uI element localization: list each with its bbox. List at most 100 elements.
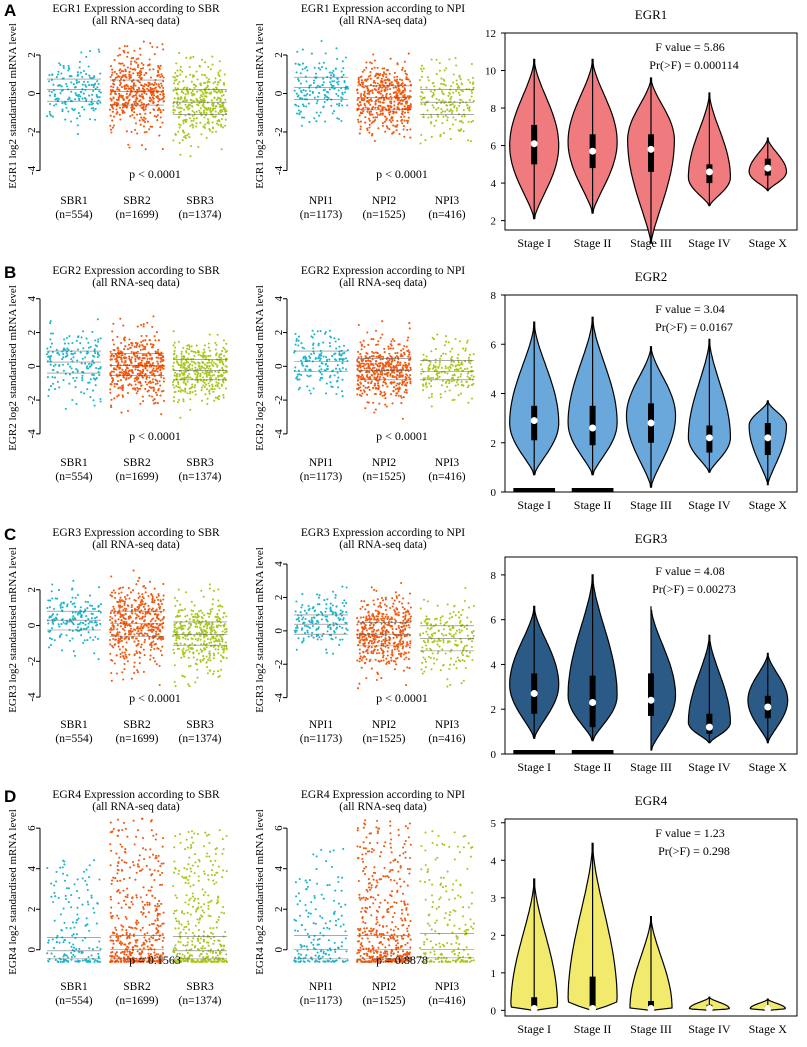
data-point: [153, 87, 156, 90]
data-point: [152, 389, 155, 392]
data-point: [359, 104, 362, 107]
data-point: [420, 90, 423, 93]
data-point: [215, 381, 218, 384]
data-point: [137, 381, 140, 384]
egr1-sbr-group-sbr3: [172, 52, 228, 158]
data-point: [179, 153, 182, 156]
data-point: [368, 119, 371, 122]
data-point: [90, 83, 93, 86]
data-point: [173, 629, 176, 632]
egr1-sbr-ylabel: EGR1 log2 standardised mRNA level: [7, 23, 19, 189]
data-point: [470, 95, 473, 98]
data-point: [440, 384, 444, 387]
data-point: [175, 62, 178, 65]
data-point: [121, 651, 124, 654]
data-point: [366, 370, 369, 374]
data-point: [373, 59, 376, 62]
egr1-violin-xlabel-3: Stage III: [630, 236, 672, 250]
data-point: [214, 348, 217, 351]
data-point: [373, 88, 376, 91]
data-point: [389, 393, 393, 396]
data-point: [94, 107, 97, 110]
data-point: [222, 381, 225, 384]
data-point: [208, 615, 211, 618]
data-point: [145, 334, 148, 337]
data-point: [145, 83, 148, 86]
data-point: [472, 353, 475, 356]
data-point: [89, 76, 92, 79]
data-point: [175, 356, 178, 359]
data-point: [144, 108, 147, 111]
data-point: [79, 615, 83, 618]
data-point: [211, 359, 214, 362]
data-point: [80, 362, 83, 365]
data-point: [72, 650, 75, 653]
data-point: [467, 139, 470, 142]
egr1-sbr-pvalue: p < 0.0001: [129, 167, 181, 181]
data-point: [174, 86, 177, 90]
data-point: [137, 362, 140, 365]
egr2-sbr-ytick-label: -4: [26, 429, 38, 439]
data-point: [301, 103, 305, 106]
data-point: [301, 364, 304, 367]
data-point: [122, 324, 125, 327]
data-point: [458, 104, 461, 107]
data-point: [130, 358, 133, 361]
data-point: [140, 643, 143, 646]
data-point: [381, 94, 384, 97]
data-point: [156, 350, 159, 354]
data-point: [139, 611, 142, 614]
data-point: [131, 636, 135, 639]
data-point: [212, 390, 215, 393]
data-point: [162, 608, 165, 611]
data-point: [221, 640, 224, 643]
data-point: [394, 86, 397, 89]
data-point: [303, 347, 306, 350]
data-point: [110, 73, 113, 77]
data-point: [202, 348, 206, 351]
data-point: [221, 638, 224, 641]
egr1-npi-ytick-label: -4: [273, 165, 285, 175]
data-point: [437, 106, 440, 110]
data-point: [125, 76, 128, 79]
data-point: [394, 366, 397, 369]
data-point: [116, 632, 119, 635]
panel-a: A EGR1 Expression according to SBR(all RN…: [4, 1, 798, 250]
data-point: [381, 372, 384, 375]
data-point: [379, 370, 382, 373]
data-point: [346, 104, 349, 107]
data-point: [172, 361, 175, 364]
data-point: [130, 627, 133, 630]
data-point: [207, 107, 210, 110]
data-point: [151, 325, 154, 328]
data-point: [53, 95, 56, 98]
data-point: [407, 349, 410, 352]
data-point: [182, 400, 185, 403]
data-point: [220, 353, 223, 356]
data-point: [337, 376, 340, 379]
data-point: [293, 351, 296, 354]
data-point: [176, 75, 179, 78]
data-point: [86, 607, 89, 610]
data-point: [186, 86, 189, 89]
egr1-npi-subtitle: (all RNA-seq data): [339, 15, 427, 27]
data-point: [297, 79, 300, 82]
data-point: [134, 599, 137, 602]
data-point: [136, 88, 139, 91]
data-point: [133, 653, 136, 656]
data-point: [153, 660, 157, 663]
data-point: [71, 621, 74, 625]
data-point: [115, 373, 118, 376]
data-point: [451, 347, 454, 350]
data-point: [139, 402, 142, 405]
data-point: [369, 103, 372, 106]
data-point: [137, 64, 140, 67]
data-point: [124, 626, 127, 629]
data-point: [84, 620, 87, 623]
data-point: [93, 118, 97, 121]
data-point: [225, 110, 228, 113]
data-point: [138, 119, 141, 122]
data-point: [366, 129, 369, 132]
data-point: [451, 102, 454, 106]
data-point: [135, 583, 138, 586]
